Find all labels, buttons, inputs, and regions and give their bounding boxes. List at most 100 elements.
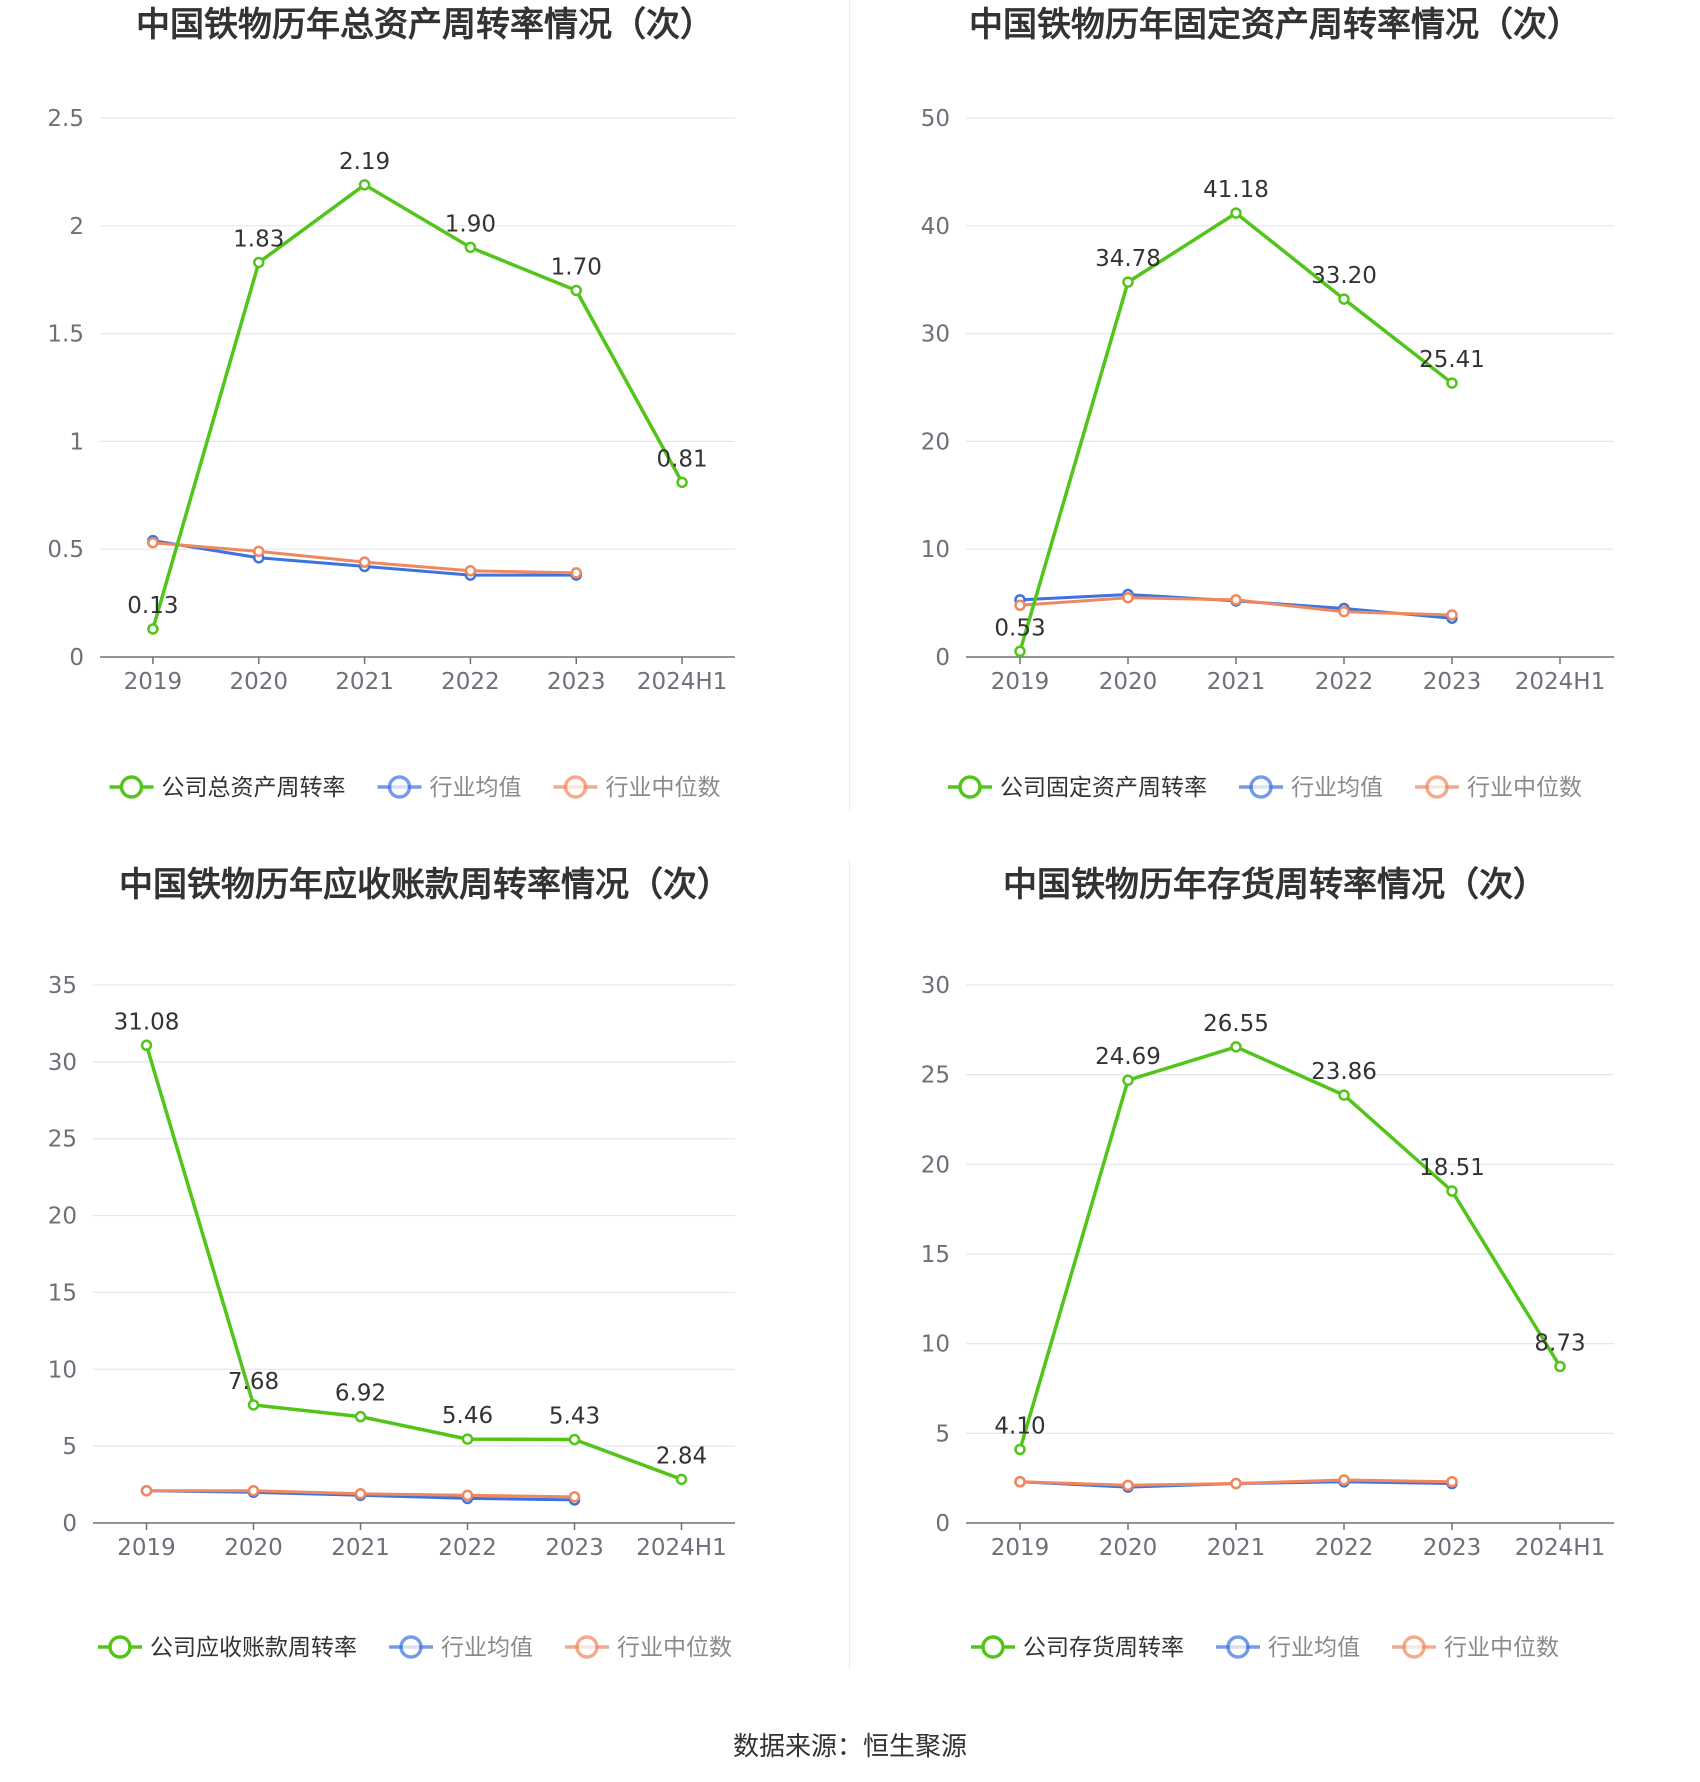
legend-label: 公司固定资产周转率 xyxy=(1000,775,1207,801)
company-data-point[interactable] xyxy=(1014,645,1026,658)
company-data-point[interactable] xyxy=(140,1039,153,1052)
legend-item-median[interactable]: 行业中位数 xyxy=(553,775,721,801)
data-label: 24.69 xyxy=(1095,1044,1161,1070)
legend-item-average[interactable]: 行业均值 xyxy=(377,775,522,801)
median-data-point[interactable] xyxy=(464,565,477,577)
y-tick-label: 25 xyxy=(921,1063,950,1089)
data-label: 1.83 xyxy=(233,226,284,252)
x-tick-label: 2022 xyxy=(441,669,500,695)
data-source-label: 数据来源：恒生聚源 xyxy=(732,1732,967,1762)
x-tick-label: 2023 xyxy=(547,669,606,695)
x-tick-label: 2020 xyxy=(224,1535,283,1561)
chart-title: 中国铁物历年应收账款周转率情况（次） xyxy=(119,865,731,905)
median-data-point[interactable] xyxy=(253,545,265,558)
company-data-point[interactable] xyxy=(675,1473,688,1486)
median-data-point[interactable] xyxy=(1122,1479,1134,1492)
median-data-point[interactable] xyxy=(140,1484,153,1497)
company-data-point[interactable] xyxy=(253,256,265,269)
total-asset-turnover-chart: 中国铁物历年总资产周转率情况（次） 0 0.5 1 1.5 2 2.5 2019 2020 202… xyxy=(47,5,735,801)
y-tick-label: 2 xyxy=(69,214,84,240)
company-data-point[interactable] xyxy=(1122,276,1134,288)
company-data-point[interactable] xyxy=(1446,1185,1458,1197)
company-data-point[interactable] xyxy=(461,1433,474,1445)
legend-item-average[interactable]: 行业均值 xyxy=(389,1635,533,1661)
median-data-point[interactable] xyxy=(1014,599,1026,612)
company-data-point[interactable] xyxy=(1554,1360,1566,1373)
company-data-point[interactable] xyxy=(464,241,477,254)
x-tick-label: 2020 xyxy=(229,669,288,695)
legend-marker-icon xyxy=(575,1635,599,1659)
company-data-point[interactable] xyxy=(147,623,159,635)
data-label: 7.68 xyxy=(228,1369,279,1395)
legend-item-median[interactable]: 行业中位数 xyxy=(565,1635,732,1661)
median-data-point[interactable] xyxy=(461,1489,474,1502)
legend: 公司总资产周转率 行业均值 行业中位数 xyxy=(109,775,721,801)
legend-label: 公司应收账款周转率 xyxy=(150,1635,357,1661)
legend-item-median[interactable]: 行业中位数 xyxy=(1415,775,1582,801)
legend-item-average[interactable]: 行业均值 xyxy=(1216,1635,1360,1661)
legend-item-company[interactable]: 公司存货周转率 xyxy=(971,1635,1184,1661)
legend-item-company[interactable]: 公司应收账款周转率 xyxy=(98,1635,357,1661)
median-data-point[interactable] xyxy=(568,1491,581,1503)
median-data-point[interactable] xyxy=(358,556,371,568)
legend-marker-icon xyxy=(981,1635,1005,1659)
legend-item-company[interactable]: 公司固定资产周转率 xyxy=(948,775,1207,801)
company-data-point[interactable] xyxy=(568,1433,581,1446)
company-data-point[interactable] xyxy=(1230,1041,1242,1053)
company-data-point[interactable] xyxy=(1446,377,1458,389)
company-data-point[interactable] xyxy=(1338,1089,1350,1101)
company-data-point[interactable] xyxy=(354,1410,367,1423)
median-data-point[interactable] xyxy=(247,1484,260,1497)
legend-item-average[interactable]: 行业均值 xyxy=(1239,775,1383,801)
legend-marker-icon xyxy=(1402,1635,1426,1659)
y-tick-label: 35 xyxy=(48,973,77,999)
company-data-point[interactable] xyxy=(676,476,688,489)
company-data-point[interactable] xyxy=(1338,293,1350,305)
median-data-point[interactable] xyxy=(147,536,159,549)
y-tick-label: 20 xyxy=(921,1152,950,1178)
data-label: 8.73 xyxy=(1534,1330,1585,1356)
company-data-point[interactable] xyxy=(358,179,371,191)
y-tick-label: 0 xyxy=(62,1511,77,1537)
legend-marker-icon xyxy=(119,775,144,799)
median-data-point[interactable] xyxy=(1446,609,1458,621)
y-tick-label: 0 xyxy=(935,645,950,671)
legend-marker-icon xyxy=(1425,775,1449,799)
median-data-point[interactable] xyxy=(1338,605,1350,618)
y-tick-label: 25 xyxy=(48,1127,77,1153)
legend-marker-icon xyxy=(563,775,588,799)
legend-label: 行业均值 xyxy=(441,1635,533,1661)
company-data-point[interactable] xyxy=(570,284,582,297)
company-data-point[interactable] xyxy=(1122,1074,1134,1086)
legend-label: 公司总资产周转率 xyxy=(162,775,346,801)
data-label: 33.20 xyxy=(1311,263,1377,289)
y-tick-label: 5 xyxy=(935,1421,950,1447)
y-tick-label: 30 xyxy=(48,1050,77,1076)
median-data-point[interactable] xyxy=(1230,1477,1242,1490)
median-data-point[interactable] xyxy=(1338,1474,1350,1486)
legend-label: 行业中位数 xyxy=(1444,1635,1559,1661)
x-tick-label: 2021 xyxy=(1207,669,1266,695)
vertical-divider-bottom xyxy=(849,860,850,1670)
legend-label: 行业均值 xyxy=(1268,1635,1360,1661)
inventory-turnover-chart: 中国铁物历年存货周转率情况（次） 0 5 10 15 20 25 30 2019 2020 2021… xyxy=(921,865,1614,1661)
median-data-point[interactable] xyxy=(1122,591,1134,604)
chart-panel-fixed-asset-turnover: 中国铁物历年固定资产周转率情况（次） 0 10 20 30 40 50 2019 2020 202… xyxy=(850,0,1700,860)
company-data-point[interactable] xyxy=(1230,207,1242,219)
company-series-line xyxy=(1018,1045,1562,1450)
legend-item-median[interactable]: 行业中位数 xyxy=(1392,1635,1559,1661)
x-tick-label: 2023 xyxy=(545,1535,604,1561)
median-data-point[interactable] xyxy=(1230,594,1242,606)
chart-panel-total-asset-turnover: 中国铁物历年总资产周转率情况（次） 0 0.5 1 1.5 2 2.5 2019 2020 202… xyxy=(0,0,850,860)
legend-label: 行业均值 xyxy=(430,775,522,801)
median-data-point[interactable] xyxy=(1446,1476,1458,1488)
legend-item-company[interactable]: 公司总资产周转率 xyxy=(109,775,346,801)
median-data-point[interactable] xyxy=(570,567,582,579)
y-tick-label: 10 xyxy=(921,1332,950,1358)
company-data-point[interactable] xyxy=(1014,1443,1026,1456)
median-data-point[interactable] xyxy=(1014,1476,1026,1488)
company-data-point[interactable] xyxy=(247,1399,260,1411)
y-tick-label: 0 xyxy=(935,1511,950,1537)
x-tick-label: 2019 xyxy=(117,1535,176,1561)
median-data-point[interactable] xyxy=(354,1488,367,1500)
